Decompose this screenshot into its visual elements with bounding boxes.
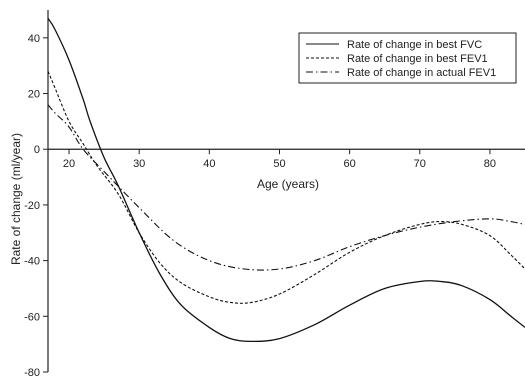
x-tick-label: 30	[133, 158, 145, 170]
legend-label-1: Rate of change in best FVC	[347, 39, 482, 51]
ticks: 40 20 0 -20 -40 -60 -80 20 30 40 50 60 70 80	[24, 33, 496, 377]
y-tick-label: -20	[24, 200, 40, 212]
legend-label-3: Rate of change in actual FEV1	[347, 67, 496, 79]
legend-box	[298, 32, 517, 84]
y-axis-label: Rate of change (ml/year)	[9, 133, 23, 265]
y-tick-label: 0	[34, 144, 40, 156]
x-tick-label: 50	[273, 158, 285, 170]
x-tick-label: 20	[63, 158, 75, 170]
x-tick-label: 60	[344, 158, 356, 170]
y-tick-label: 20	[28, 89, 40, 101]
x-tick-label: 80	[484, 158, 496, 170]
y-tick-label: 40	[28, 33, 40, 45]
series-line-3	[47, 104, 525, 271]
axes	[47, 10, 525, 372]
series-line-1	[47, 18, 525, 343]
series-line-2	[47, 71, 525, 304]
legend: Rate of change in best FVC Rate of change…	[298, 32, 517, 84]
legend-label-2: Rate of change in best FEV1	[347, 53, 488, 65]
x-tick-label: 40	[203, 158, 215, 170]
x-tick-label: 70	[414, 158, 426, 170]
y-tick-label: -80	[24, 367, 40, 377]
series-lines	[47, 18, 525, 343]
y-tick-label: -40	[24, 256, 40, 268]
x-axis-label: Age (years)	[257, 177, 319, 191]
y-tick-label: -60	[24, 311, 40, 323]
